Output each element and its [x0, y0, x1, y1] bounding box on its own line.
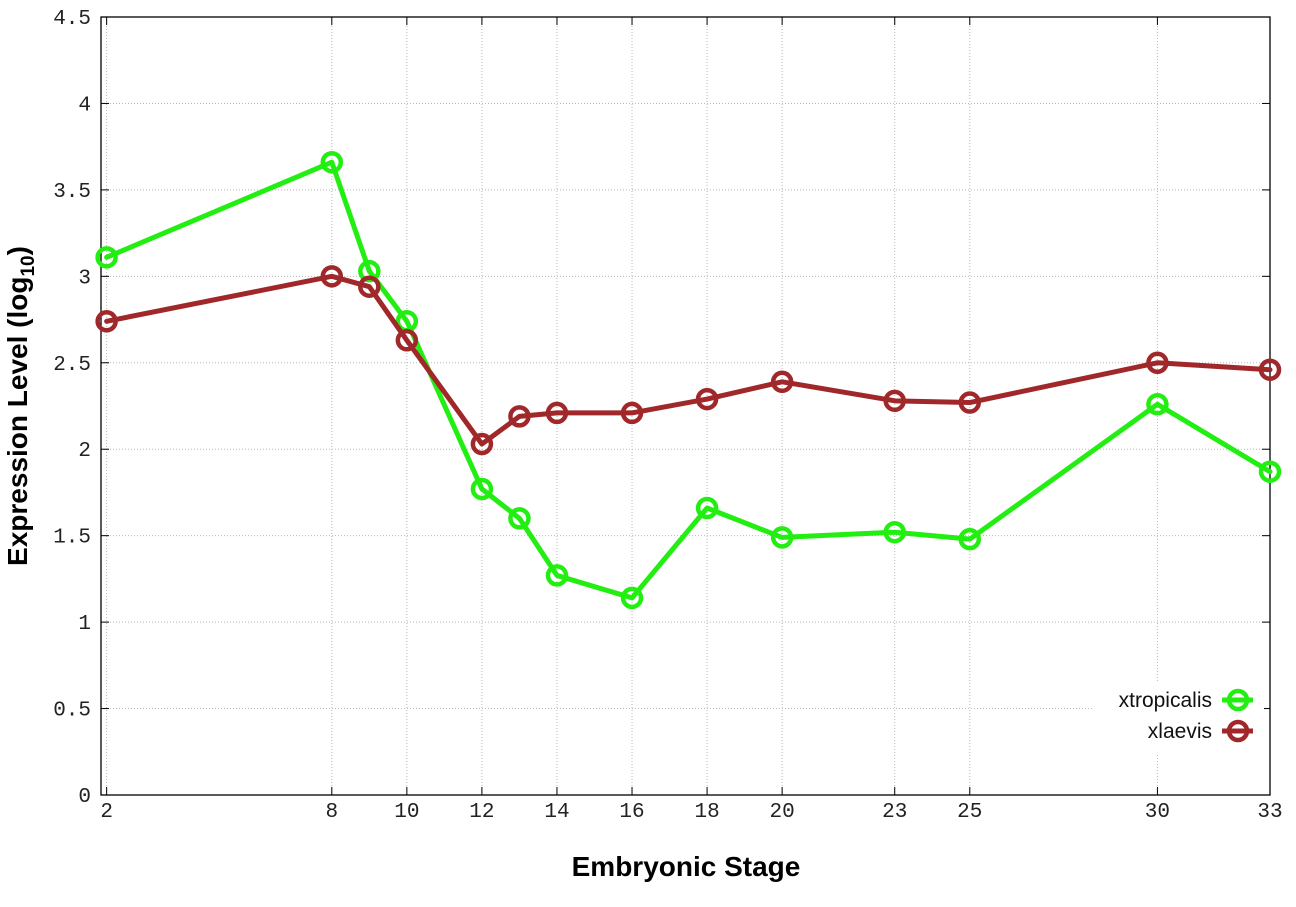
series-line-xlaevis	[104, 273, 1273, 447]
axis-ticks: 0 0.5 1 1.5 2 2.5 3 3.5 4 4.5 2 8 10 12 14 16 18 20 23 25 30…	[53, 8, 1282, 824]
data-point-xtropicalis	[470, 477, 494, 501]
y-tick-label: 0.5	[53, 700, 91, 723]
x-tick-label: 8	[325, 801, 338, 824]
data-point-xlaevis	[958, 391, 982, 414]
data-point-xlaevis	[1146, 351, 1169, 375]
y-tick-label: 2	[78, 440, 91, 463]
x-tick-label: 10	[394, 801, 419, 824]
data-point-xlaevis	[695, 387, 719, 411]
data-point-xtropicalis	[320, 150, 344, 174]
data-point-xlaevis	[545, 401, 569, 425]
x-tick-label: 14	[544, 801, 569, 824]
y-axis-title-subscript: 10	[18, 255, 39, 276]
y-tick-label: 1.5	[53, 527, 91, 550]
data-point-xtropicalis	[508, 507, 531, 530]
x-tick-label: 12	[469, 801, 494, 824]
x-tick-label: 16	[619, 801, 644, 824]
data-point-xlaevis	[1258, 358, 1282, 381]
plot-frame	[100, 16, 1271, 796]
data-point-xtropicalis	[545, 564, 569, 587]
x-tick-label: 23	[882, 801, 907, 824]
data-point-xtropicalis	[958, 527, 982, 551]
y-tick-label: 4	[78, 94, 91, 117]
legend: xtropicalis xlaevis	[1092, 681, 1264, 753]
y-tick-label: 3.5	[53, 181, 91, 204]
data-point-xlaevis	[358, 275, 381, 298]
legend-marker-xtropicalis	[1226, 688, 1250, 712]
legend-label-xtropicalis: xtropicalis	[1119, 689, 1212, 712]
data-point-xlaevis	[395, 329, 419, 352]
y-axis-title-close: )	[2, 246, 33, 255]
legend-marker-xlaevis	[1226, 719, 1250, 743]
x-tick-label: 25	[957, 801, 982, 824]
data-point-xlaevis	[508, 405, 531, 428]
y-tick-label: 1	[78, 613, 91, 636]
data-point-xlaevis	[470, 432, 494, 456]
y-tick-label: 3	[78, 267, 91, 290]
series-xtropicalis	[95, 150, 1282, 610]
data-point-xtropicalis	[695, 496, 719, 520]
data-point-xtropicalis	[1258, 460, 1282, 483]
series-line-xtropicalis	[104, 159, 1273, 601]
data-point-xlaevis	[620, 401, 644, 425]
y-axis-title-main: Expression Level (log	[2, 277, 33, 566]
data-point-xtropicalis	[883, 520, 906, 544]
data-point-xtropicalis	[620, 586, 644, 610]
data-point-xtropicalis	[358, 259, 381, 283]
y-tick-label: 4.5	[53, 8, 91, 31]
data-point-xlaevis	[883, 389, 906, 413]
x-tick-label: 18	[694, 801, 719, 824]
series-group	[95, 150, 1282, 610]
x-tick-label: 20	[770, 801, 795, 824]
legend-label-xlaevis: xlaevis	[1148, 720, 1212, 743]
x-tick-label: 30	[1145, 801, 1170, 824]
y-axis-title: Expression Level (log10)	[2, 246, 39, 566]
y-tick-label: 0	[78, 786, 91, 809]
x-axis-title: Embryonic Stage	[572, 851, 801, 882]
data-point-xtropicalis	[1146, 393, 1169, 416]
y-tick-label: 2.5	[53, 354, 91, 377]
data-point-xlaevis	[770, 370, 794, 394]
grid	[101, 17, 1270, 795]
data-point-xlaevis	[320, 265, 344, 288]
data-point-xlaevis	[95, 310, 118, 333]
data-point-xtropicalis	[95, 246, 118, 269]
series-xlaevis	[95, 265, 1282, 456]
data-point-xtropicalis	[770, 526, 794, 549]
x-tick-label: 2	[100, 801, 113, 824]
x-tick-label: 33	[1257, 801, 1282, 824]
